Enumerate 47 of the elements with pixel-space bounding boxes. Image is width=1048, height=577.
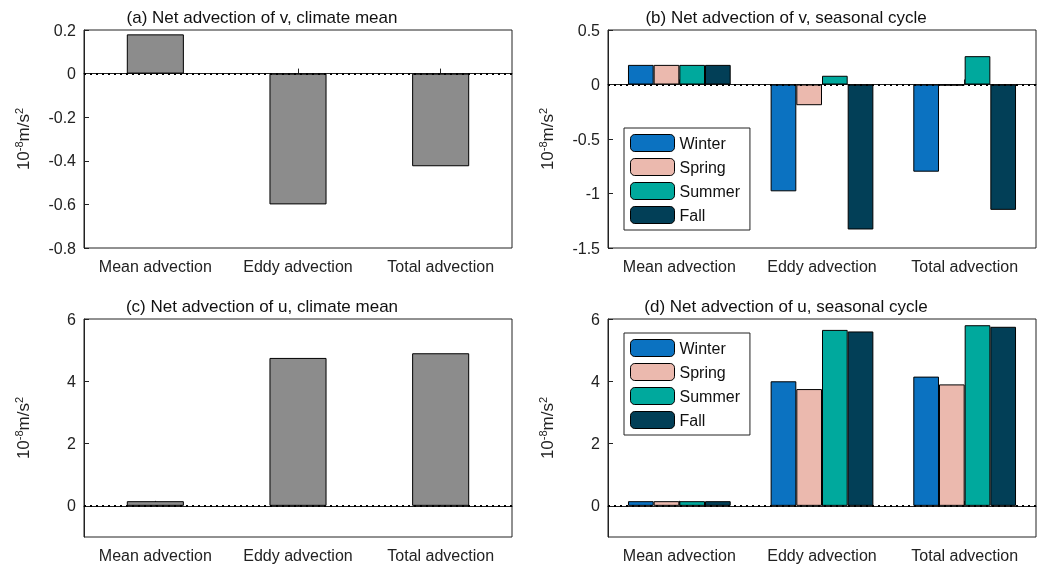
y-tick-label: 6 bbox=[67, 310, 77, 328]
x-tick-label: Eddy advection bbox=[767, 546, 877, 564]
x-tick-label: Total advection bbox=[911, 257, 1019, 275]
x-tick-label: Mean advection bbox=[622, 257, 736, 275]
y-tick-label: 0 bbox=[67, 65, 77, 83]
y-axis-title: 10-8m/s2 bbox=[12, 396, 33, 460]
y-tick-label: 0 bbox=[67, 497, 77, 515]
x-tick-label: Total advection bbox=[387, 257, 495, 275]
y-axis-title: 10-8m/s2 bbox=[12, 107, 33, 171]
x-tick-label: Eddy advection bbox=[243, 546, 353, 564]
x-tick-label: Mean advection bbox=[98, 257, 212, 275]
chart-title: (a) Net advection of v, climate mean bbox=[126, 8, 398, 27]
y-axis-title: 10-8m/s2 bbox=[536, 396, 557, 460]
y-tick-label: -1.5 bbox=[572, 239, 601, 257]
y-tick-label: 4 bbox=[67, 372, 77, 390]
legend-label: Spring bbox=[679, 158, 726, 176]
y-tick-label: -0.5 bbox=[572, 130, 601, 148]
chart-title: (d) Net advection of u, seasonal cycle bbox=[644, 297, 928, 316]
y-axis-title: 10-8m/s2 bbox=[536, 107, 557, 171]
legend-label: Fall bbox=[679, 206, 706, 224]
x-tick-label: Mean advection bbox=[622, 546, 736, 564]
x-tick-label: Eddy advection bbox=[243, 257, 353, 275]
x-tick-label: Eddy advection bbox=[767, 257, 877, 275]
y-tick-label: 2 bbox=[67, 435, 77, 453]
y-tick-label: 0 bbox=[591, 497, 601, 515]
x-tick-label: Total advection bbox=[387, 546, 495, 564]
legend-label: Fall bbox=[679, 411, 706, 429]
y-tick-label: 4 bbox=[591, 372, 601, 390]
legend-label: Winter bbox=[679, 339, 727, 357]
y-tick-label: 2 bbox=[591, 435, 601, 453]
y-tick-label: 0.2 bbox=[53, 21, 77, 39]
y-tick-label: 6 bbox=[591, 310, 601, 328]
x-tick-label: Total advection bbox=[911, 546, 1019, 564]
y-tick-label: 0 bbox=[591, 76, 601, 93]
y-tick-label: -0.8 bbox=[48, 239, 77, 257]
y-tick-label: -0.6 bbox=[48, 195, 77, 213]
legend-label: Winter bbox=[679, 134, 727, 152]
y-tick-label: -0.2 bbox=[48, 108, 77, 126]
y-tick-label: -0.4 bbox=[48, 152, 77, 170]
legend-label: Summer bbox=[679, 387, 741, 405]
legend-label: Summer bbox=[679, 182, 741, 200]
y-tick-label: -1 bbox=[585, 185, 601, 202]
y-tick-label: 0.5 bbox=[577, 21, 601, 39]
x-tick-label: Mean advection bbox=[98, 546, 212, 564]
legend-label: Spring bbox=[679, 363, 726, 381]
chart-title: (b) Net advection of v, seasonal cycle bbox=[645, 8, 927, 27]
chart-title: (c) Net advection of u, climate mean bbox=[125, 297, 399, 316]
